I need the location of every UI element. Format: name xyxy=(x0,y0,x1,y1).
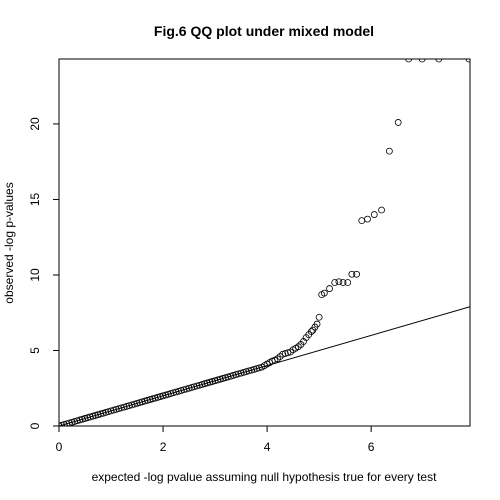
x-tick-label: 4 xyxy=(264,440,271,454)
data-point xyxy=(354,271,360,277)
plot-frame xyxy=(59,59,470,426)
data-point xyxy=(365,216,371,222)
data-point xyxy=(379,207,385,213)
y-axis: 0 5 10 15 20 xyxy=(28,117,59,429)
data-point xyxy=(371,212,377,218)
data-point xyxy=(345,280,351,286)
plot-area xyxy=(56,56,472,429)
x-tick-label: 0 xyxy=(56,440,63,454)
y-tick-label: 20 xyxy=(28,117,42,131)
data-point xyxy=(359,218,365,224)
y-tick-label: 10 xyxy=(28,268,42,282)
data-point xyxy=(395,119,401,125)
data-point xyxy=(336,279,342,285)
data-points xyxy=(56,56,472,429)
x-axis-label: expected -log pvalue assuming null hypot… xyxy=(92,470,438,484)
y-tick-label: 5 xyxy=(28,347,42,354)
data-point xyxy=(316,314,322,320)
data-point xyxy=(386,148,392,154)
x-tick-label: 2 xyxy=(160,440,167,454)
data-point xyxy=(327,286,333,292)
x-tick-label: 6 xyxy=(368,440,375,454)
y-tick-label: 15 xyxy=(28,192,42,206)
data-point xyxy=(332,280,338,286)
y-axis-label: observed -log p-values xyxy=(2,182,16,303)
x-axis: 0 2 4 6 xyxy=(56,426,375,454)
chart-title: Fig.6 QQ plot under mixed model xyxy=(154,23,374,39)
y-tick-label: 0 xyxy=(28,422,42,429)
